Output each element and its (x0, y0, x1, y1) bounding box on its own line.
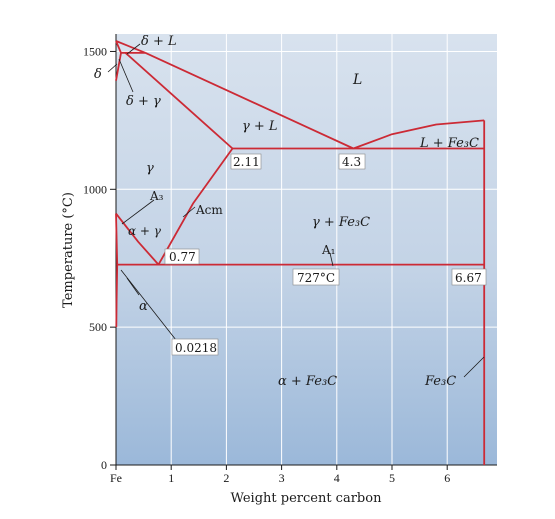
boundary-acm (157, 147, 234, 266)
boundary-liquidus-delta (115, 40, 146, 54)
x-tick-label-3: 3 (279, 471, 285, 485)
y-axis-label: Temperature (°C) (61, 192, 76, 308)
boundary-liquidus-cementite (353, 119, 485, 150)
line-labels: A₃ Acm A₁ (149, 189, 335, 257)
pointer-delta-plus-liquid (126, 43, 141, 55)
x-tick-label-1: 1 (168, 471, 174, 485)
label-gamma-plus-liquid: γ + L (242, 119, 278, 134)
phase-boundaries (115, 40, 486, 465)
label-liquid-plus-cementite: L + Fe₃C (419, 136, 479, 151)
label-liquid: L (352, 72, 362, 88)
pointer-delta (107, 63, 118, 73)
label-alpha: α (139, 299, 148, 314)
x-tick-label-2: 2 (223, 471, 229, 485)
label-alpha-plus-cementite: α + Fe₃C (278, 374, 337, 389)
label-a3: A₃ (149, 189, 164, 203)
label-0.77: 0.77 (169, 250, 196, 264)
label-gamma-plus-cementite: γ + Fe₃C (312, 215, 370, 230)
x-tick-label-0: Fe (110, 471, 122, 485)
pointer-acm (182, 206, 196, 218)
y-tick-label-1500: 1500 (83, 44, 107, 58)
boundary-delta-solvus (115, 52, 122, 81)
x-tick-label-5: 5 (389, 471, 395, 485)
y-tick-label-0: 0 (101, 458, 107, 472)
label-a1: A₁ (321, 243, 335, 257)
pointer-a3 (121, 199, 155, 225)
pointer-cementite (463, 356, 485, 378)
boundary-solidus-gamma (124, 52, 234, 150)
axis-ticks: Fe 1 2 3 4 5 6 0 500 1000 1500 (83, 44, 450, 485)
pointer-lines (107, 43, 485, 378)
boundary-solidus-delta (115, 40, 122, 54)
grid (116, 34, 497, 465)
box-0.77 (164, 248, 200, 265)
y-tick-label-500: 500 (89, 320, 107, 334)
boundary-alpha-solvus (115, 264, 119, 328)
x-tick-label-6: 6 (444, 471, 450, 485)
label-0.0218: 0.0218 (175, 341, 217, 355)
label-2.11: 2.11 (233, 155, 260, 169)
label-delta-plus-liquid: δ + L (141, 34, 177, 49)
x-tick-label-4: 4 (334, 471, 340, 485)
x-axis-label: Weight percent carbon (231, 491, 383, 506)
box-4.3 (338, 153, 366, 170)
boundary-liquidus-gamma (144, 51, 354, 150)
label-cementite: Fe₃C (424, 374, 456, 389)
y-tick-label-1000: 1000 (83, 182, 107, 196)
boundary-alpha-gamma-lower (115, 213, 119, 265)
box-6.67 (451, 268, 487, 286)
label-delta-plus-gamma: δ + γ (126, 94, 161, 109)
label-alpha-plus-gamma: α + γ (128, 224, 162, 238)
pointer-a1 (329, 252, 334, 267)
label-6.67: 6.67 (455, 271, 482, 285)
label-gamma: γ (146, 161, 154, 176)
pointer-delta-plus-gamma (118, 58, 134, 93)
label-4.3: 4.3 (342, 155, 361, 169)
box-727C (292, 268, 340, 286)
point-labels: 2.11 4.3 0.77 727°C 6.67 0.0218 (164, 153, 487, 356)
label-delta: δ (94, 67, 102, 82)
phase-labels: δ + L δ δ + γ L γ + L L + Fe₃C γ α + γ γ… (94, 34, 479, 389)
pointer-0.0218 (120, 269, 177, 341)
box-0.0218 (171, 338, 219, 356)
box-2.11 (230, 153, 262, 170)
pointer-alpha (126, 277, 140, 296)
label-acm: Acm (195, 203, 223, 217)
label-727C: 727°C (297, 271, 335, 285)
